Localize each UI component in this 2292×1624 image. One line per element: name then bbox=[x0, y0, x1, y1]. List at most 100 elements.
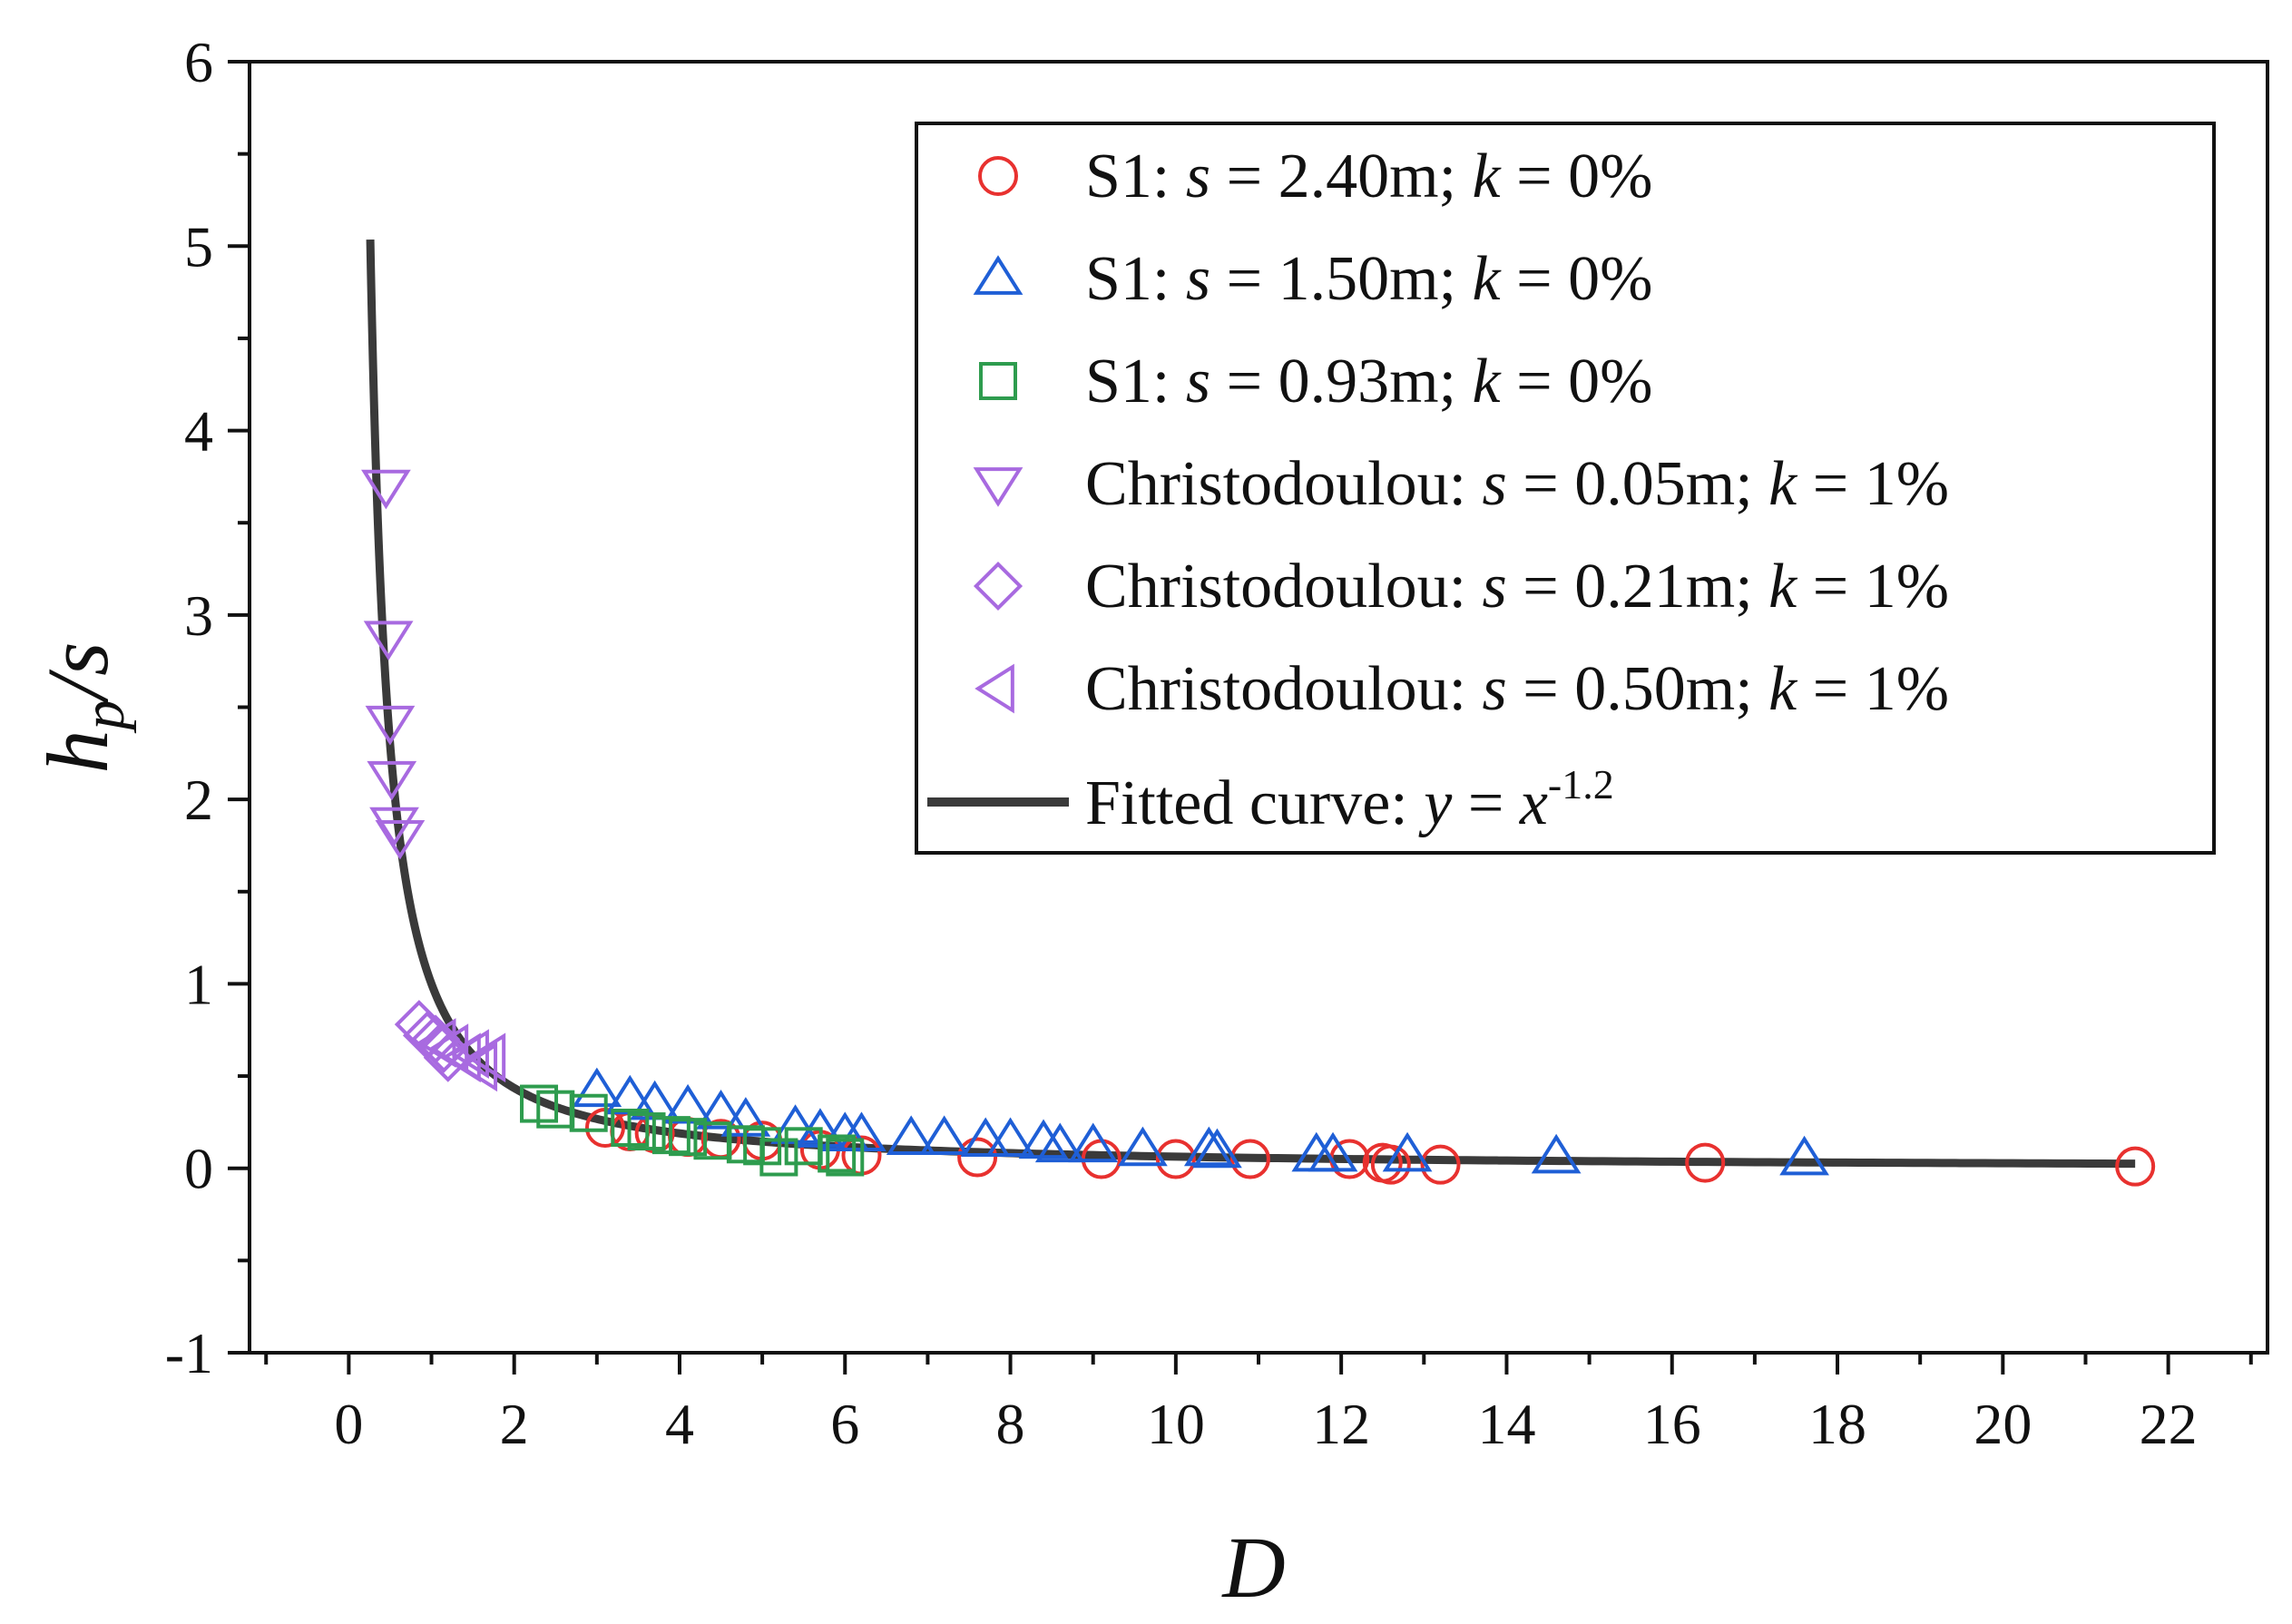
data-point-diamond bbox=[419, 1023, 469, 1073]
legend-k-value: = 0% bbox=[1501, 244, 1653, 314]
x-tick-label: 12 bbox=[1312, 1392, 1370, 1456]
fit-layer bbox=[366, 240, 2136, 1169]
data-point-triangle-up bbox=[1068, 1122, 1119, 1163]
legend-prefix: S1: bbox=[1085, 244, 1186, 314]
data-point-square bbox=[669, 1118, 708, 1157]
x-tick-label: 20 bbox=[1974, 1392, 2032, 1456]
legend: S1: s = 2.40m; k = 0% S1: s = 1.50m; k =… bbox=[915, 122, 2216, 855]
data-point-triangle-up bbox=[1118, 1126, 1168, 1167]
legend-label-christodoulou-005: Christodoulou: s = 0.05m; k = 1% bbox=[1085, 449, 1949, 519]
data-point-triangle-up bbox=[1018, 1119, 1069, 1159]
data-point-triangle-up bbox=[1308, 1131, 1358, 1172]
data-point-square bbox=[759, 1138, 798, 1177]
data-point-triangle-down bbox=[369, 807, 419, 847]
legend-markers bbox=[973, 156, 1024, 714]
legend-s-value: = 0.93m; bbox=[1210, 347, 1472, 416]
legend-marker-triangle-left bbox=[975, 663, 1014, 714]
legend-s-var: s bbox=[1186, 142, 1210, 211]
legend-k-var: k bbox=[1768, 449, 1798, 519]
y-tick-label: 5 bbox=[184, 214, 213, 279]
legend-marker-triangle-down bbox=[973, 467, 1024, 507]
legend-prefix: Christodoulou: bbox=[1085, 552, 1483, 621]
minor-ticks bbox=[238, 152, 2253, 1365]
data-point-square bbox=[627, 1112, 666, 1151]
data-point-triangle-up bbox=[1779, 1135, 1829, 1176]
legend-k-var: k bbox=[1473, 244, 1503, 314]
legend-k-value: = 1% bbox=[1797, 552, 1949, 621]
data-point-triangle-down bbox=[363, 621, 414, 661]
data-point-triangle-left bbox=[465, 1032, 506, 1083]
data-point-triangle-left bbox=[416, 1018, 456, 1068]
legend-label-fitted-curve: Fitted curve: y = x-1.2 bbox=[1085, 761, 1614, 838]
data-point-triangle-up bbox=[696, 1089, 746, 1130]
major-ticks bbox=[228, 60, 2170, 1375]
legend-marker-triangle-up bbox=[973, 255, 1024, 295]
plot-frame bbox=[248, 60, 2269, 1355]
x-tick-label: 10 bbox=[1147, 1392, 1205, 1456]
x-tick-label: 2 bbox=[500, 1392, 529, 1456]
data-point-triangle-up bbox=[1382, 1131, 1433, 1172]
data-point-square bbox=[569, 1093, 608, 1132]
data-point-triangle-up bbox=[985, 1117, 1035, 1158]
legend-k-value: = 0% bbox=[1501, 142, 1653, 211]
legend-fit-prefix: Fitted curve: bbox=[1085, 768, 1424, 838]
data-point-circle bbox=[1685, 1142, 1726, 1183]
data-point-triangle-up bbox=[960, 1117, 1011, 1158]
legend-prefix: Christodoulou: bbox=[1085, 654, 1483, 724]
legend-k-value: = 1% bbox=[1797, 654, 1949, 724]
data-point-triangle-up bbox=[886, 1115, 936, 1156]
x-tick-label: 6 bbox=[830, 1392, 859, 1456]
y-tick-label: 2 bbox=[184, 768, 213, 832]
data-point-square bbox=[826, 1138, 865, 1177]
x-tick-label: 0 bbox=[334, 1392, 363, 1456]
data-point-circle bbox=[1370, 1144, 1411, 1185]
legend-s-var: s bbox=[1186, 347, 1210, 416]
legend-s-value: = 0.21m; bbox=[1507, 552, 1768, 621]
x-tick-label: 4 bbox=[665, 1392, 694, 1456]
data-point-triangle-left bbox=[457, 1042, 498, 1092]
data-point-triangle-down bbox=[367, 760, 417, 801]
y-tick-label: 4 bbox=[184, 399, 213, 464]
legend-k-var: k bbox=[1768, 552, 1798, 621]
legend-k-var: k bbox=[1473, 142, 1503, 211]
legend-label-s1-240: S1: s = 2.40m; k = 0% bbox=[1085, 142, 1652, 211]
data-point-triangle-down bbox=[375, 819, 426, 860]
y-tick-labels: -1 0 1 2 3 4 5 6 bbox=[165, 30, 213, 1385]
legend-s-value: = 0.05m; bbox=[1507, 449, 1768, 519]
legend-k-value: = 0% bbox=[1501, 347, 1653, 416]
data-point-square bbox=[818, 1134, 857, 1173]
data-point-triangle-up bbox=[1183, 1126, 1234, 1167]
legend-s-value: = 2.40m; bbox=[1210, 142, 1472, 211]
legend-fit-x: x bbox=[1519, 768, 1548, 838]
y-tick-label: 0 bbox=[184, 1137, 213, 1201]
y-tick-label: 3 bbox=[184, 583, 213, 648]
legend-fit-exponent: -1.2 bbox=[1548, 761, 1614, 807]
data-point-circle bbox=[2115, 1146, 2156, 1187]
data-point-circle bbox=[957, 1137, 998, 1178]
x-tick-label: 18 bbox=[1808, 1392, 1866, 1456]
x-tick-label: 16 bbox=[1643, 1392, 1701, 1456]
legend-k-var: k bbox=[1768, 654, 1798, 724]
legend-k-value: = 1% bbox=[1797, 449, 1949, 519]
legend-s-var: s bbox=[1483, 552, 1507, 621]
legend-fit-y: y bbox=[1418, 768, 1453, 838]
y-tick-label: 6 bbox=[184, 30, 213, 94]
x-tick-labels: 0 2 4 6 8 10 12 14 16 18 20 22 bbox=[334, 1392, 2197, 1456]
legend-prefix: S1: bbox=[1085, 142, 1186, 211]
x-axis-title: D bbox=[1220, 1519, 1285, 1616]
data-point-triangle-up bbox=[1192, 1128, 1242, 1169]
data-point-circle bbox=[1155, 1139, 1196, 1179]
legend-s-var: s bbox=[1483, 654, 1507, 724]
data-point-triangle-up bbox=[572, 1067, 622, 1108]
points-layer bbox=[361, 469, 2156, 1187]
legend-label-s1-093: S1: s = 0.93m; k = 0% bbox=[1085, 347, 1652, 416]
legend-label-christodoulou-050: Christodoulou: s = 0.50m; k = 1% bbox=[1085, 654, 1949, 724]
legend-marker-square bbox=[979, 362, 1017, 400]
data-point-triangle-down bbox=[365, 705, 416, 746]
data-point-circle bbox=[1420, 1144, 1461, 1185]
y-tick-label: -1 bbox=[165, 1321, 213, 1385]
legend-box bbox=[915, 122, 2216, 855]
legend-prefix: Christodoulou: bbox=[1085, 449, 1483, 519]
data-point-triangle-up bbox=[919, 1115, 970, 1156]
